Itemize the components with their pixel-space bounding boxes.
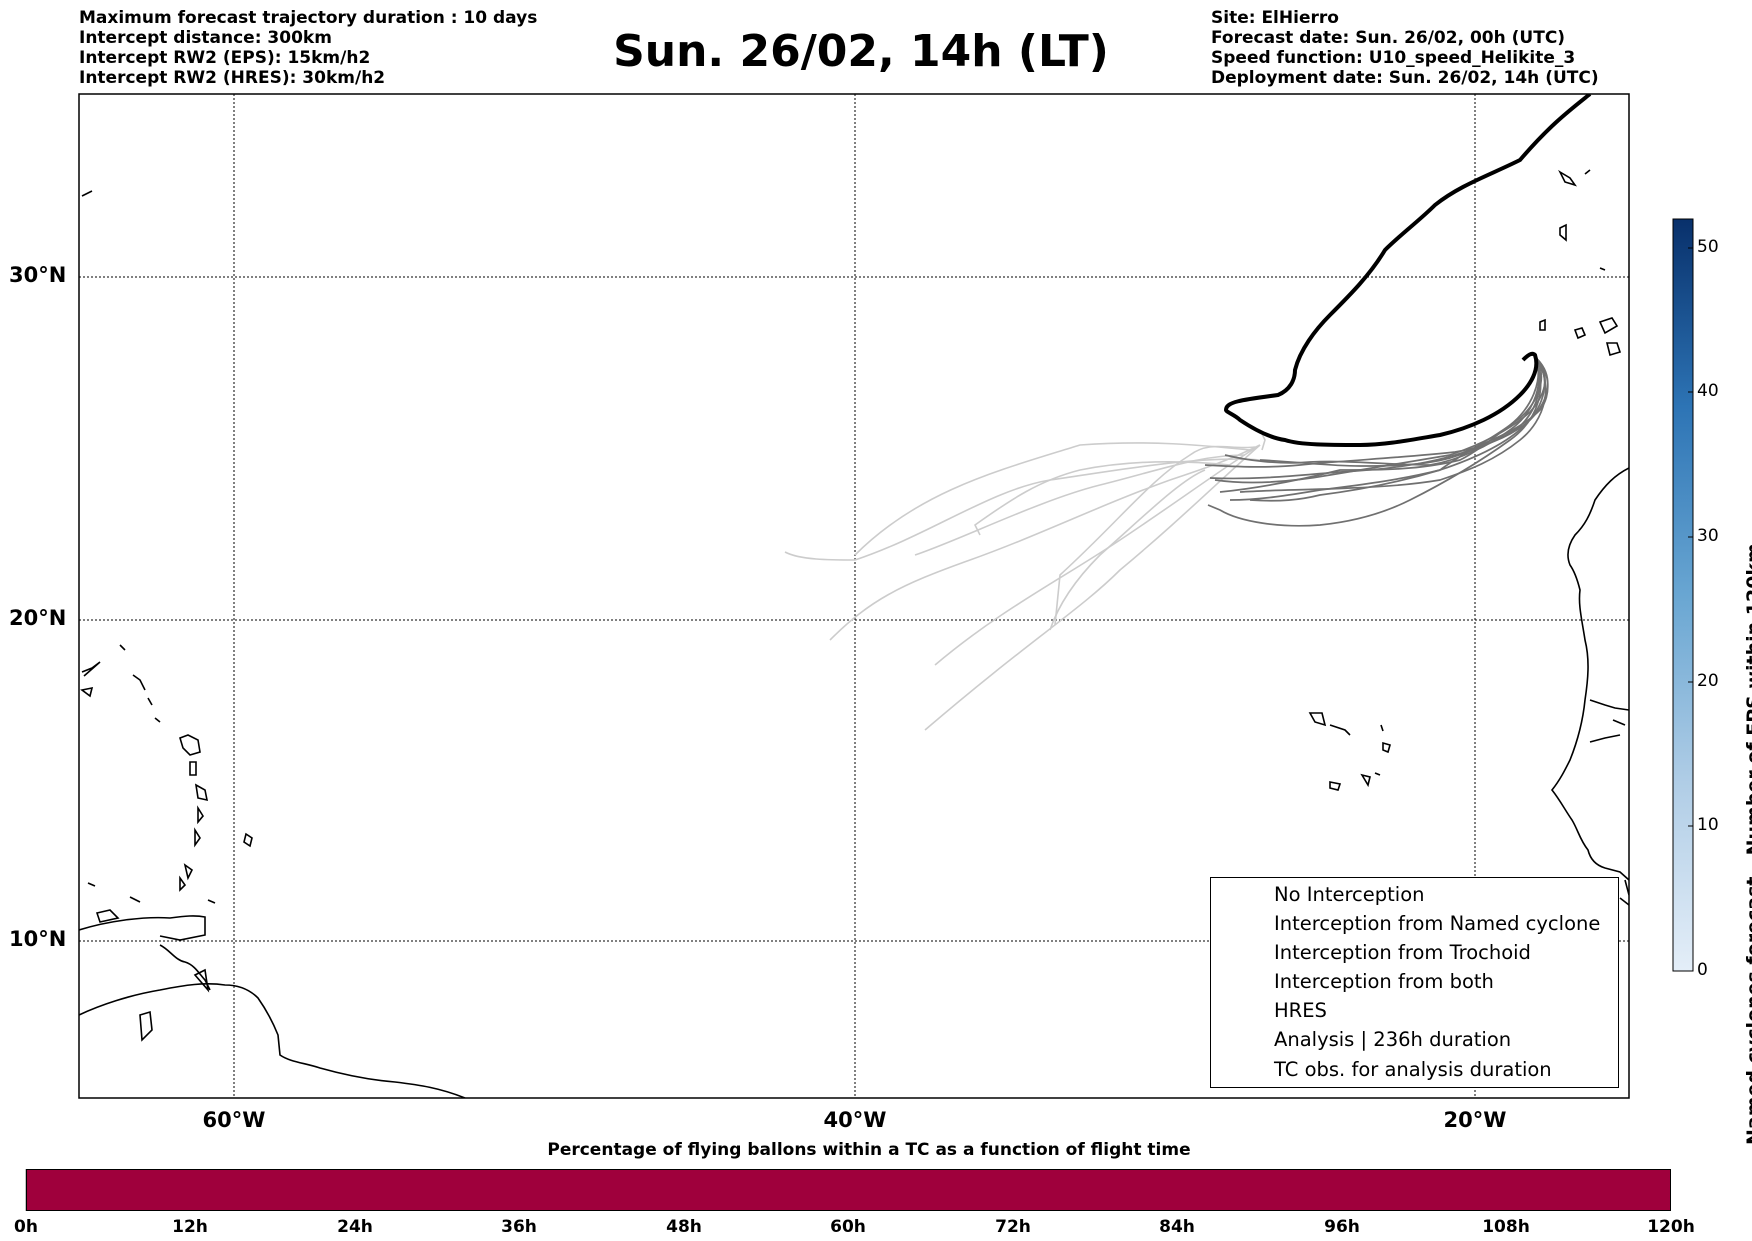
legend-item-no-interception: No Interception: [1211, 881, 1616, 909]
coastline-americas: [79, 190, 466, 1098]
right-colorbar-ticks: [1688, 247, 1693, 972]
bottom-colorbar: [26, 1169, 1671, 1211]
legend-item-analysis: Analysis | 236h duration: [1211, 1026, 1616, 1054]
eps-trajectories-dark: [1204, 356, 1549, 527]
time-tick-96h: 96h: [1324, 1217, 1360, 1237]
eps-trajectories-light: [784, 429, 1266, 731]
info-line: Intercept RW2 (HRES): 30km/h2: [79, 68, 386, 88]
info-line: Site: ElHierro: [1211, 8, 1339, 28]
legend-item-trochoid: Interception from Trochoid: [1211, 939, 1616, 967]
legend-label: Interception from Trochoid: [1274, 941, 1531, 964]
coastline-africa: [1308, 169, 1629, 906]
bottom-colorbar-title-text: Percentage of flying ballons within a TC…: [547, 1140, 1191, 1160]
lat-label-10: 10°N: [9, 927, 67, 951]
legend-label: No Interception: [1274, 883, 1425, 906]
time-tick-84h: 84h: [1159, 1217, 1195, 1237]
time-tick-24h: 24h: [337, 1217, 373, 1237]
lat-label-30: 30°N: [9, 263, 67, 287]
run-info-right: Site: ElHierro Forecast date: Sun. 26/02…: [1211, 8, 1599, 88]
legend-label: Interception from Named cyclone: [1274, 912, 1601, 935]
colorbar-tick-0: 0: [1697, 960, 1708, 980]
time-tick-12h: 12h: [172, 1217, 208, 1237]
info-line: Deployment date: Sun. 26/02, 14h (UTC): [1211, 68, 1599, 88]
time-tick-48h: 48h: [666, 1217, 702, 1237]
legend-item-named-cyclone: Interception from Named cyclone: [1211, 910, 1616, 938]
legend-label: TC obs. for analysis duration: [1274, 1058, 1552, 1081]
colorbar-tick-10: 10: [1697, 815, 1719, 835]
map-frame: [78, 93, 1630, 1099]
map-title: Sun. 26/02, 14h (LT): [0, 26, 1752, 78]
colorbar-tick-30: 30: [1697, 526, 1719, 546]
time-tick-0h: 0h: [14, 1217, 38, 1237]
legend: No Interception Interception from Named …: [1210, 877, 1619, 1088]
lon-label-40w: 40°W: [823, 1108, 887, 1132]
time-tick-120h: 120h: [1647, 1217, 1695, 1237]
lon-label-60w: 60°W: [202, 1108, 266, 1132]
bottom-colorbar-title: Percentage of flying ballons within a TC…: [0, 1140, 1752, 1160]
analysis-trajectory: [1223, 94, 1592, 448]
right-colorbar-label: Named cyclones forecast - Number of EPS …: [1743, 543, 1752, 1145]
legend-item-both: Interception from both: [1211, 968, 1616, 996]
time-tick-72h: 72h: [995, 1217, 1031, 1237]
time-tick-36h: 36h: [501, 1217, 537, 1237]
right-colorbar: [1672, 218, 1694, 972]
info-line: Forecast date: Sun. 26/02, 00h (UTC): [1211, 28, 1566, 48]
time-tick-108h: 108h: [1482, 1217, 1530, 1237]
map-title-text: Sun. 26/02, 14h (LT): [613, 26, 1109, 77]
legend-label: Interception from both: [1274, 970, 1494, 993]
colorbar-tick-20: 20: [1697, 671, 1719, 691]
run-info-left: Maximum forecast trajectory duration : 1…: [79, 8, 537, 88]
legend-label: HRES: [1274, 999, 1327, 1022]
info-line: Speed function: U10_speed_Helikite_3: [1211, 48, 1576, 68]
lon-label-20w: 20°W: [1443, 1108, 1507, 1132]
info-line: Intercept distance: 300km: [79, 28, 332, 48]
legend-item-hres: HRES: [1211, 997, 1616, 1025]
colorbar-tick-40: 40: [1697, 381, 1719, 401]
lat-label-20: 20°N: [9, 606, 67, 630]
legend-item-tc-obs: TC obs. for analysis duration: [1211, 1056, 1616, 1084]
info-line: Intercept RW2 (EPS): 15km/h2: [79, 48, 371, 68]
legend-label: Analysis | 236h duration: [1274, 1028, 1512, 1051]
info-line: Maximum forecast trajectory duration : 1…: [79, 8, 538, 28]
colorbar-tick-50: 50: [1697, 237, 1719, 257]
time-tick-60h: 60h: [830, 1217, 866, 1237]
